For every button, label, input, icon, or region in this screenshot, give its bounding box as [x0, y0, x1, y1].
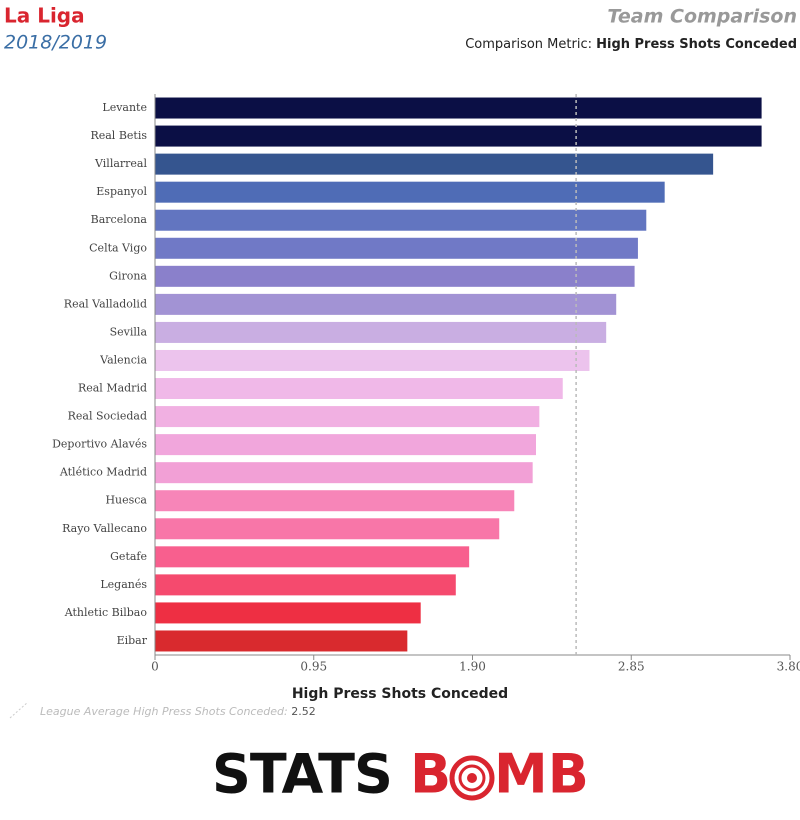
bar	[155, 321, 607, 343]
bar	[155, 97, 762, 119]
average-legend: League Average High Press Shots Conceded…	[40, 705, 316, 718]
logo-b: B	[410, 743, 451, 806]
bar	[155, 378, 563, 400]
metric: High Press Shots Conceded	[596, 37, 797, 52]
bar	[155, 293, 617, 315]
bar	[155, 574, 456, 596]
y-tick-label: Celta Vigo	[89, 241, 147, 254]
y-tick-label: Eibar	[117, 634, 148, 647]
legend-line	[9, 701, 29, 719]
bar	[155, 209, 647, 231]
y-tick-label: Getafe	[110, 550, 147, 563]
y-tick-label: Athletic Bilbao	[64, 606, 148, 619]
y-tick-label: Espanyol	[96, 185, 147, 198]
x-tick-label: 0.95	[300, 660, 327, 674]
y-tick-label: Real Sociedad	[68, 410, 147, 423]
bar	[155, 518, 500, 540]
bar	[155, 406, 540, 428]
average-label: League Average High Press Shots Conceded…	[40, 705, 288, 718]
y-tick-label: Sevilla	[110, 325, 148, 338]
y-tick-label: Atlético Madrid	[59, 466, 147, 479]
bar	[155, 462, 533, 484]
title: Team Comparison	[607, 6, 797, 28]
y-tick-label: Real Valladolid	[64, 297, 147, 310]
x-tick-label: 3.80	[777, 660, 800, 674]
logo-target	[449, 755, 495, 801]
x-tick-label: 0	[151, 660, 159, 674]
bar	[155, 265, 635, 287]
y-tick-label: Villarreal	[94, 157, 147, 170]
bar	[155, 349, 590, 371]
bar	[155, 153, 714, 175]
logo-stats: STATS	[212, 743, 392, 806]
y-tick-label: Leganés	[100, 578, 147, 591]
x-tick-label: 1.90	[459, 660, 486, 674]
x-tick-label: 2.85	[618, 660, 645, 674]
y-tick-label: Valencia	[99, 353, 147, 366]
y-tick-label: Deportivo Alavés	[52, 438, 147, 451]
y-tick-label: Rayo Vallecano	[62, 522, 147, 535]
y-tick-label: Huesca	[105, 494, 147, 507]
y-tick-label: Levante	[102, 101, 147, 114]
bar	[155, 434, 536, 456]
bar	[155, 546, 470, 568]
y-tick-label: Barcelona	[91, 213, 148, 226]
bar	[155, 181, 665, 203]
bar	[155, 490, 515, 512]
y-tick-label: Girona	[109, 269, 147, 282]
bar	[155, 630, 408, 652]
average-value: 2.52	[291, 705, 316, 718]
logo: STATS B MB	[212, 743, 589, 806]
y-tick-label: Real Madrid	[78, 382, 147, 395]
metric-label: Comparison Metric:	[465, 37, 592, 52]
season: 2018/2019	[4, 32, 107, 54]
x-axis-label: High Press Shots Conceded	[292, 686, 508, 702]
bar	[155, 125, 762, 147]
bar	[155, 602, 421, 624]
league: La Liga	[4, 4, 85, 28]
metric-line: Comparison Metric: High Press Shots Conc…	[465, 37, 797, 52]
logo-mb: MB	[494, 743, 589, 806]
y-tick-label: Real Betis	[90, 129, 147, 142]
bar	[155, 237, 638, 259]
